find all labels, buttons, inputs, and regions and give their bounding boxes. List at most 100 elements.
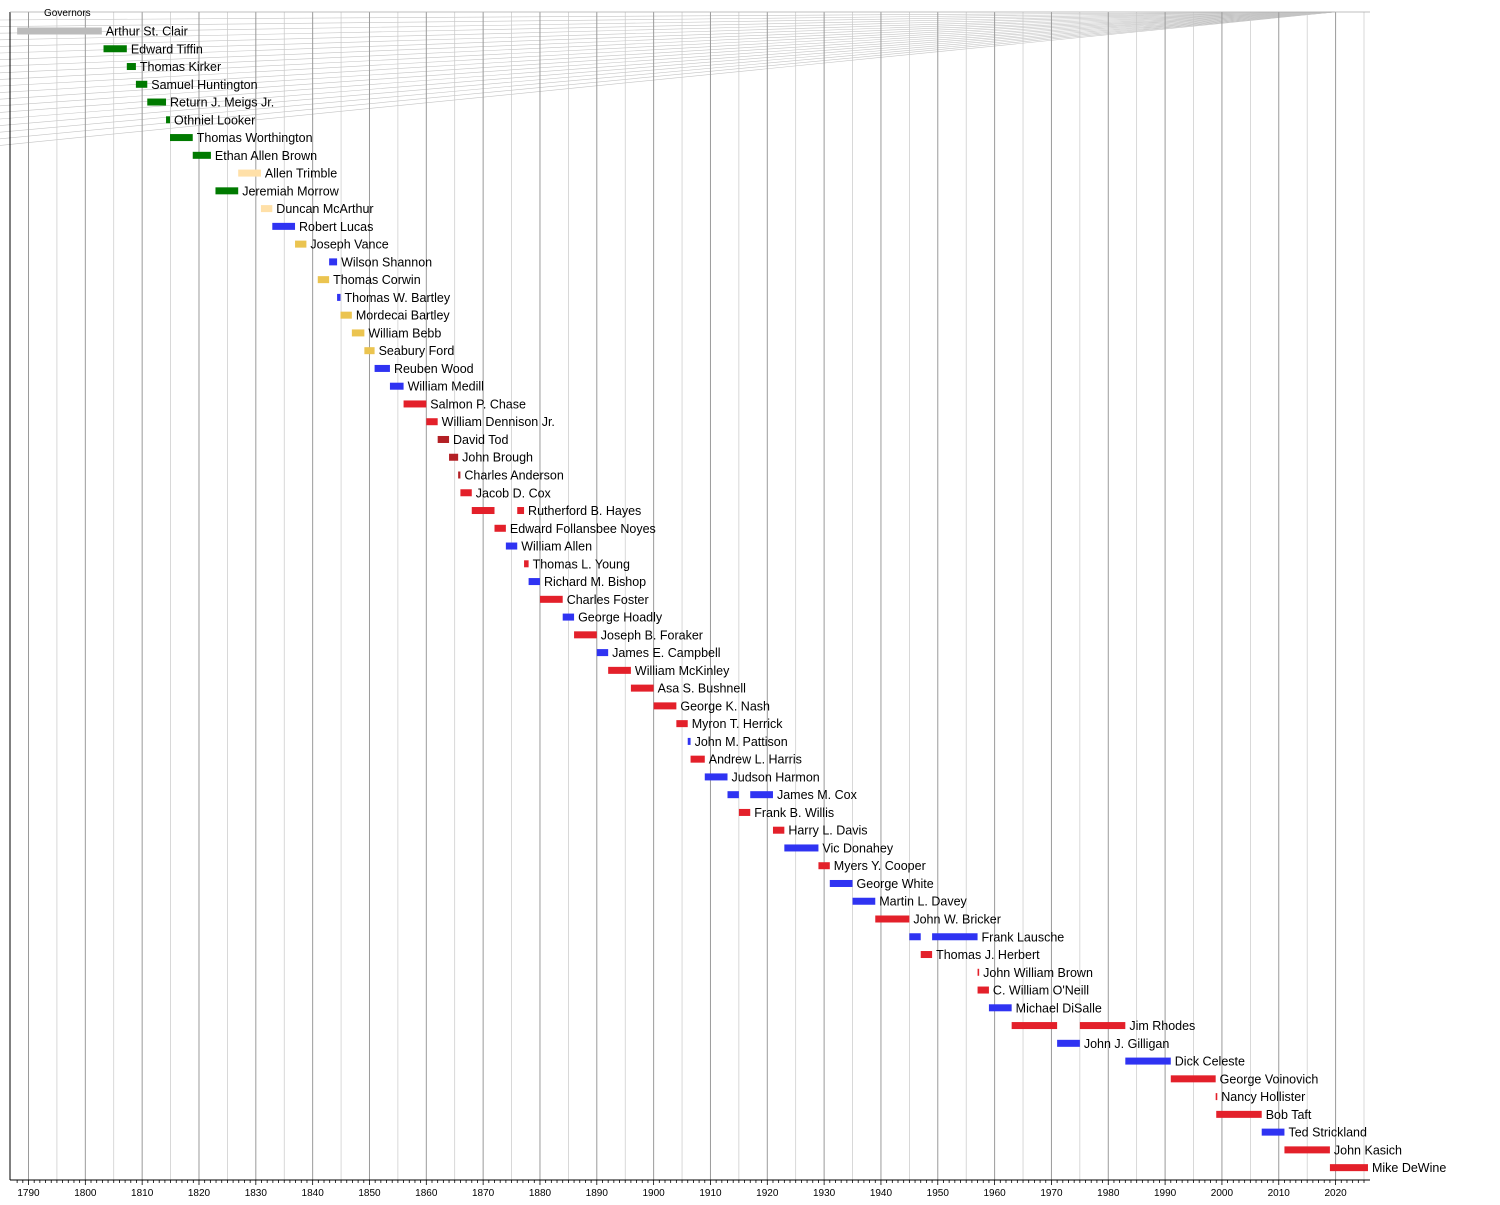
x-tick-label: 1900 xyxy=(643,1188,666,1199)
background-skew-lines xyxy=(0,11,1336,146)
governor-label: Return J. Meigs Jr. xyxy=(170,96,274,110)
term-bar xyxy=(977,986,989,994)
x-tick-label: 1930 xyxy=(813,1188,836,1199)
governor-label: Mordecai Bartley xyxy=(356,309,451,323)
term-bar xyxy=(909,933,921,941)
term-bar xyxy=(1170,1075,1216,1083)
x-axis: 1790 1800 1810 1820 1830 1840 1850 1860 1870 1880… xyxy=(9,11,1370,1199)
term-bar xyxy=(329,258,338,266)
x-tick-label: 1820 xyxy=(188,1188,211,1199)
governor-label: George K. Nash xyxy=(680,699,770,713)
term-bar xyxy=(738,808,751,816)
governor-label: Duncan McArthur xyxy=(276,202,373,216)
term-bar xyxy=(517,507,525,515)
governor-label: Othniel Looker xyxy=(174,113,255,127)
term-bar xyxy=(875,915,910,923)
term-bar xyxy=(460,489,472,497)
governor-label: William Bebb xyxy=(368,326,441,340)
governor-labels: Arthur St. Clair Edward Tiffin Thomas Kirk… xyxy=(106,25,1447,1176)
term-bar xyxy=(374,364,390,372)
term-bar xyxy=(687,737,691,745)
governor-label: William Medill xyxy=(408,380,484,394)
governor-label: Bob Taft xyxy=(1266,1108,1312,1122)
governor-label: Salmon P. Chase xyxy=(430,397,526,411)
x-tick-label: 1810 xyxy=(131,1188,154,1199)
x-tick-label: 1910 xyxy=(699,1188,722,1199)
governor-label: Martin L. Davey xyxy=(879,895,967,909)
governor-label: Seabury Ford xyxy=(379,344,455,358)
governor-label: John M. Pattison xyxy=(695,735,788,749)
governor-label: John William Brown xyxy=(983,966,1093,980)
term-bar xyxy=(192,151,211,159)
term-bar xyxy=(772,826,785,834)
term-bar xyxy=(690,755,705,763)
governor-label: Dick Celeste xyxy=(1175,1055,1245,1069)
governor-label: John Kasich xyxy=(1334,1143,1402,1157)
skew-line xyxy=(0,11,1336,67)
term-bar xyxy=(1057,1039,1080,1047)
governor-label: Myron T. Herrick xyxy=(692,717,784,731)
skew-line xyxy=(0,11,1336,41)
term-bar xyxy=(608,666,631,674)
skew-line xyxy=(0,11,1336,87)
governor-label: Samuel Huntington xyxy=(151,78,257,92)
term-bar xyxy=(403,400,427,408)
governor-label: Rutherford B. Hayes xyxy=(528,504,641,518)
governor-label: William Allen xyxy=(521,540,592,554)
x-tick-label: 2000 xyxy=(1211,1188,1234,1199)
governor-label: Jacob D. Cox xyxy=(476,486,552,500)
governor-label: Thomas Worthington xyxy=(197,131,313,145)
x-tick-label: 1860 xyxy=(415,1188,438,1199)
term-bar xyxy=(829,879,853,887)
term-bar xyxy=(1079,1022,1126,1030)
term-bar xyxy=(1215,1093,1218,1101)
term-bar xyxy=(17,27,102,35)
term-bar xyxy=(1261,1128,1285,1136)
x-tick-label: 1870 xyxy=(472,1188,495,1199)
term-bar xyxy=(676,720,688,728)
term-bar xyxy=(126,63,136,71)
governor-label: Jim Rhodes xyxy=(1129,1019,1195,1033)
term-bar xyxy=(818,862,830,870)
term-bar xyxy=(1284,1146,1330,1154)
governor-label: Frank B. Willis xyxy=(754,806,834,820)
x-tick-label: 1980 xyxy=(1097,1188,1120,1199)
skew-line xyxy=(0,11,1336,27)
x-tick-label: 1940 xyxy=(870,1188,893,1199)
term-bar xyxy=(260,205,273,213)
term-bar xyxy=(166,116,171,124)
x-tick-label: 1920 xyxy=(756,1188,779,1199)
governor-label: John W. Bricker xyxy=(913,913,1001,927)
governor-label: Edward Tiffin xyxy=(131,42,203,56)
skew-line xyxy=(0,11,1336,60)
term-bar xyxy=(426,418,438,426)
term-bar xyxy=(932,933,978,941)
skew-line xyxy=(0,11,1336,146)
governor-label: James M. Cox xyxy=(777,788,858,802)
term-bars xyxy=(17,27,1368,1172)
skew-line xyxy=(0,11,1336,100)
x-tick-label: 2020 xyxy=(1324,1188,1347,1199)
governor-label: Thomas W. Bartley xyxy=(344,291,450,305)
term-bar xyxy=(704,773,728,781)
x-tick-label: 1950 xyxy=(927,1188,950,1199)
term-bar xyxy=(920,951,933,959)
skew-line xyxy=(0,11,1336,140)
x-tick-label: 1880 xyxy=(529,1188,552,1199)
governor-label: Thomas J. Herbert xyxy=(936,948,1040,962)
x-tick-label: 1800 xyxy=(74,1188,97,1199)
term-bar xyxy=(1125,1057,1171,1065)
x-tick-label: 1970 xyxy=(1040,1188,1063,1199)
term-bar xyxy=(1011,1022,1058,1030)
x-tick-label: 1890 xyxy=(586,1188,609,1199)
term-bar xyxy=(103,45,127,53)
governor-label: Thomas Corwin xyxy=(333,273,421,287)
governor-label: John J. Gilligan xyxy=(1084,1037,1170,1051)
governor-label: Michael DiSalle xyxy=(1016,1001,1102,1015)
term-bar xyxy=(351,329,365,337)
governor-label: Thomas Kirker xyxy=(140,60,221,74)
governor-label: Jeremiah Morrow xyxy=(242,184,340,198)
x-tick-label: 1790 xyxy=(17,1188,40,1199)
x-tick-label: 1990 xyxy=(1154,1188,1177,1199)
